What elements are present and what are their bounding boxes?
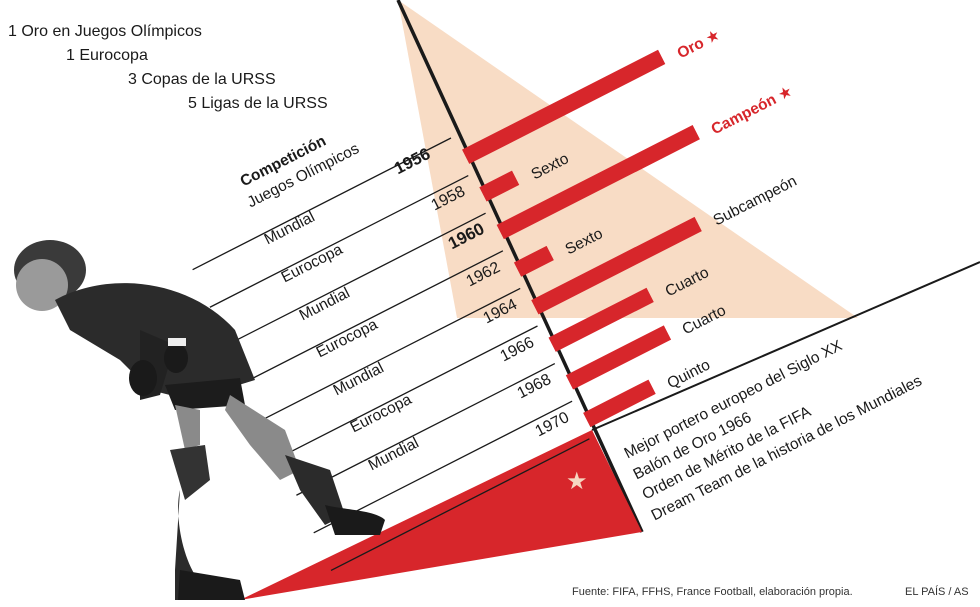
bar-1956 [462,49,666,164]
bar-1960 [496,124,700,240]
credit: EL PAÍS / AS [905,586,969,598]
goalkeeper-photo [14,240,385,600]
source-note: Fuente: FIFA, FFHS, France Football, ela… [572,586,853,598]
star-icon: ★ [566,468,588,495]
table-row-line [330,438,590,572]
bar-1970 [583,379,656,428]
table-row-line [296,363,556,496]
summary-urss-cups: 3 Copas de la URSS [128,71,276,88]
bar-1968 [565,325,672,390]
bar-1962 [513,245,554,277]
summary-olympic-gold: 1 Oro en Juegos Olímpicos [8,23,202,40]
table-row-line [192,137,452,271]
bar-1958 [479,170,520,202]
table-row-line [244,250,504,384]
bars [462,49,702,428]
table-row-line [209,175,469,308]
table-row-line [226,212,486,346]
table-row-line [261,287,521,421]
table-row-line [278,325,538,459]
honors-diagonal [591,261,980,431]
bar-1966 [548,287,654,352]
bar-1964 [531,216,702,315]
summary-eurocopa: 1 Eurocopa [66,47,148,64]
summary-urss-leagues: 5 Ligas de la URSS [188,95,328,112]
table-lines [192,137,590,572]
